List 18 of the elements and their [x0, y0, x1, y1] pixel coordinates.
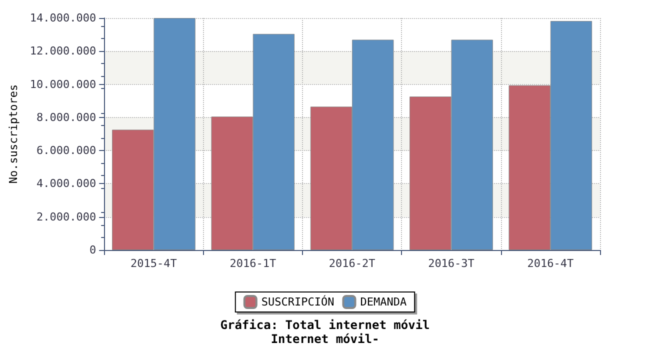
text: Internet móvil-	[270, 332, 380, 346]
y-tick-label: 0	[90, 244, 96, 256]
x-tick-label: 2016-3T	[428, 257, 475, 270]
text: Gráfica: Total internet móvil	[220, 318, 430, 332]
x-tick-label: 2016-4T	[527, 257, 574, 270]
x-tick-label: 2015-4T	[130, 257, 178, 270]
y-axis-title: No.suscriptores	[7, 84, 20, 184]
x-tick-label: 2016-2T	[328, 257, 376, 270]
legend-label: SUSCRIPCIÓN	[261, 294, 334, 308]
y-tick-label: 10.000.000	[30, 78, 96, 91]
y-tick-label: 6.000.000	[36, 144, 96, 158]
legend-label: DEMANDA	[360, 296, 407, 308]
x-tick-label: 2016-1T	[230, 257, 276, 270]
y-tick-label: 12.000.000	[30, 44, 96, 58]
y-tick-label: 2.000.000	[36, 210, 96, 224]
y-tick-label: 14.000.000	[30, 12, 96, 24]
y-tick-label: 8.000.000	[36, 110, 96, 124]
y-tick-label: 4.000.000	[36, 177, 96, 190]
